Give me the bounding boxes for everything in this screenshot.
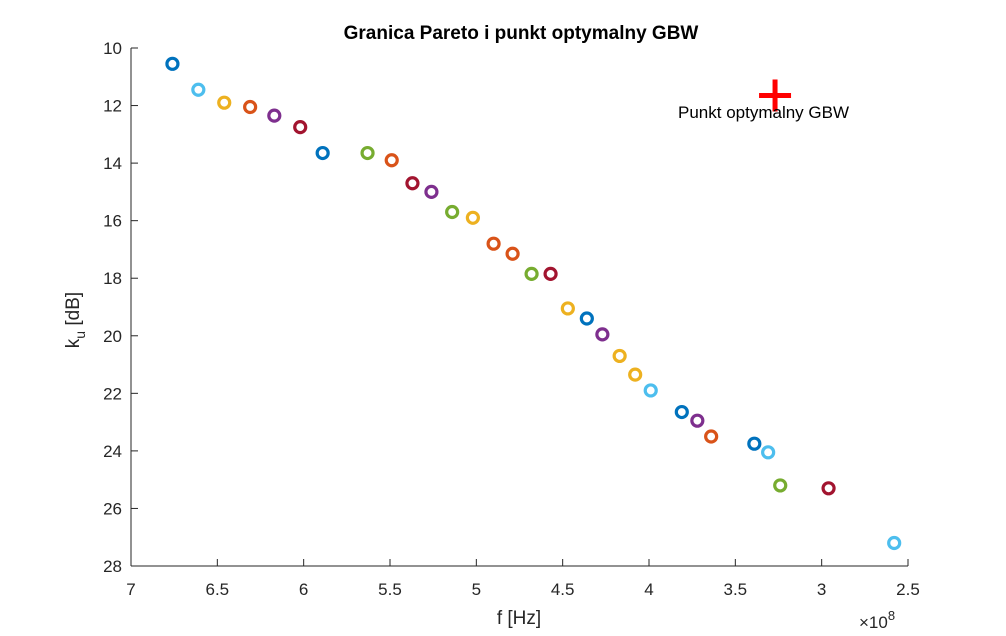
pareto-point	[628, 367, 643, 382]
x-tick-label: 7	[126, 580, 135, 599]
pareto-point	[560, 301, 575, 316]
pareto-point	[773, 478, 788, 493]
y-axis-label-rest: [dB]	[63, 292, 84, 331]
pareto-point	[543, 266, 558, 282]
y-tick-label: 14	[103, 154, 122, 173]
pareto-point	[761, 445, 776, 460]
pareto-point	[165, 56, 180, 71]
x-axis-exponent-base: ×10	[859, 613, 888, 632]
pareto-point	[465, 210, 480, 225]
x-tick-label: 5.5	[378, 580, 402, 599]
pareto-point	[612, 348, 627, 364]
x-tick-label: 6.5	[206, 580, 230, 599]
x-tick-label: 4.5	[551, 580, 575, 599]
x-tick-label: 5	[472, 580, 481, 599]
y-tick-label: 24	[103, 442, 122, 461]
pareto-point	[579, 311, 594, 326]
y-axis-label-base: k	[63, 338, 84, 348]
y-axis-label: ku [dB]	[63, 292, 88, 348]
pareto-point	[445, 204, 460, 220]
chart-title: Granica Pareto i punkt optymalny GBW	[344, 23, 699, 44]
pareto-point	[674, 404, 689, 420]
y-axis-label-sub: u	[72, 331, 88, 339]
x-axis-ticks: 2.5 3 3.5 4 4.5 5 5.5 6 6.5 7	[126, 559, 920, 599]
x-tick-label: 6	[299, 580, 308, 599]
pareto-point	[405, 176, 420, 191]
pareto-point	[821, 481, 836, 496]
pareto-point	[595, 327, 610, 342]
pareto-point	[690, 413, 705, 428]
optimum-marker-group: Punkt optymalny GBW	[678, 79, 849, 122]
y-tick-label: 12	[103, 97, 122, 116]
x-tick-label: 2.5	[896, 580, 920, 599]
pareto-point	[524, 266, 539, 282]
pareto-point	[315, 145, 330, 161]
y-axis-ticks: 10 12 14 16 18 20 22 24 26 28	[103, 39, 138, 576]
pareto-point	[360, 145, 375, 161]
y-tick-label: 10	[103, 39, 122, 58]
y-tick-label: 26	[103, 499, 122, 518]
pareto-point	[747, 436, 762, 451]
pareto-point	[424, 184, 439, 199]
x-tick-label: 4	[644, 580, 653, 599]
axes-box	[130, 48, 908, 567]
pareto-point	[191, 82, 206, 97]
x-tick-label: 3.5	[724, 580, 748, 599]
pareto-point	[643, 383, 658, 398]
x-tick-label: 3	[817, 580, 826, 599]
y-tick-label: 20	[103, 327, 122, 346]
pareto-point	[486, 236, 501, 251]
pareto-point	[505, 246, 520, 261]
y-tick-label: 22	[103, 384, 122, 403]
y-tick-label: 28	[103, 557, 122, 576]
data-points	[165, 56, 902, 551]
pareto-point	[243, 99, 258, 115]
x-axis-label: f [Hz]	[497, 608, 541, 629]
y-tick-label: 18	[103, 269, 122, 288]
pareto-point	[217, 95, 232, 110]
pareto-point	[384, 153, 399, 168]
plot-area	[131, 48, 908, 566]
x-axis-exponent: ×108	[859, 608, 895, 632]
pareto-point	[293, 120, 308, 135]
x-axis-exponent-power: 8	[888, 608, 895, 623]
optimum-label: Punkt optymalny GBW	[678, 103, 849, 122]
y-tick-label: 16	[103, 212, 122, 231]
pareto-point	[887, 535, 902, 551]
pareto-point	[704, 429, 719, 444]
pareto-point	[267, 108, 282, 123]
